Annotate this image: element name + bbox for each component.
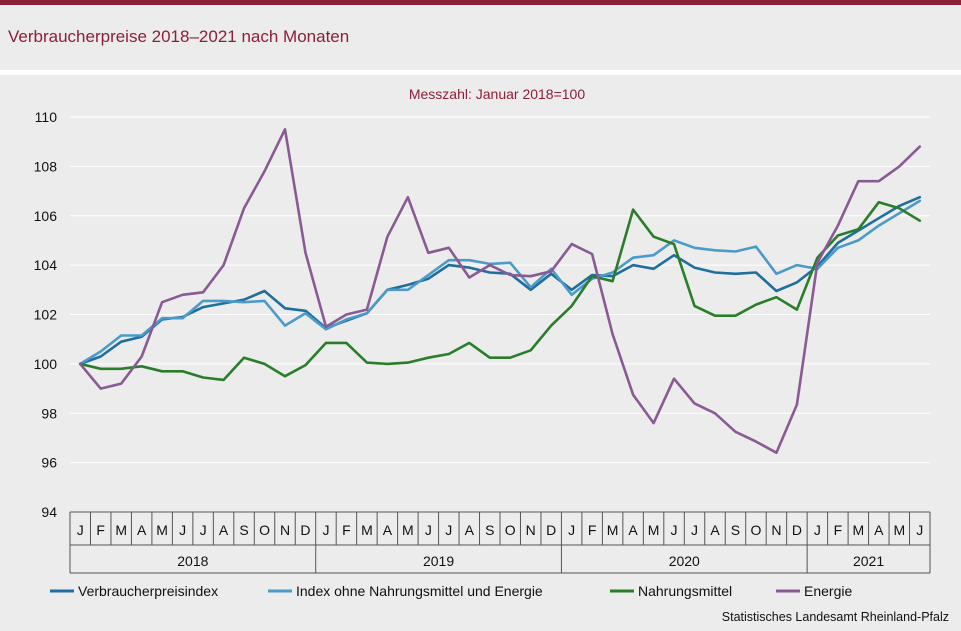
month-tick-label: A: [710, 522, 720, 538]
month-tick-label: J: [200, 522, 207, 538]
y-tick-label: 108: [34, 158, 58, 174]
page-title: Verbraucherpreise 2018–2021 nach Monaten: [8, 27, 350, 46]
month-tick-label: A: [628, 522, 638, 538]
month-tick-label: A: [137, 522, 147, 538]
month-tick-label: F: [342, 522, 351, 538]
month-tick-label: O: [259, 522, 270, 538]
y-tick-label: 94: [41, 504, 57, 520]
series-line-nahrungsmittel: [78, 200, 922, 382]
month-tick-label: S: [731, 522, 740, 538]
month-tick-label: N: [526, 522, 536, 538]
legend-label-verbraucherpreisindex: Verbraucherpreisindex: [78, 583, 218, 599]
top-accent-bar: [0, 0, 961, 5]
month-tick-label: J: [916, 522, 923, 538]
chart-subtitle: Messzahl: Januar 2018=100: [409, 86, 585, 102]
source-credit: Statistisches Landesamt Rheinland-Pfalz: [721, 610, 949, 624]
y-tick-label: 106: [34, 208, 58, 224]
month-tick-label: J: [179, 522, 186, 538]
year-tick-label: 2018: [177, 553, 208, 569]
y-tick-label: 102: [34, 307, 58, 323]
month-tick-label: D: [546, 522, 556, 538]
series-line-index-ohne-nahrungsmittel-und-energie: [78, 199, 922, 366]
y-tick-label: 98: [41, 405, 57, 421]
month-tick-label: N: [280, 522, 290, 538]
y-tick-label: 96: [41, 455, 57, 471]
month-tick-label: J: [322, 522, 329, 538]
month-tick-label: M: [648, 522, 660, 538]
month-tick-label: S: [239, 522, 248, 538]
month-tick-label: M: [402, 522, 414, 538]
y-tick-label: 100: [34, 356, 58, 372]
month-tick-label: M: [893, 522, 905, 538]
month-tick-label: D: [792, 522, 802, 538]
month-tick-label: M: [361, 522, 373, 538]
month-tick-label: J: [691, 522, 698, 538]
month-tick-label: A: [465, 522, 475, 538]
series-line-verbraucherpreisindex: [78, 195, 922, 366]
legend-label-index-ohne-nahrungsmittel-und-energie: Index ohne Nahrungsmittel und Energie: [296, 583, 543, 599]
year-tick-label: 2019: [423, 553, 454, 569]
title-divider: [0, 70, 961, 75]
month-tick-label: J: [814, 522, 821, 538]
legend-label-nahrungsmittel: Nahrungsmittel: [638, 583, 732, 599]
month-tick-label: F: [96, 522, 105, 538]
month-tick-label: F: [834, 522, 843, 538]
month-tick-label: J: [568, 522, 575, 538]
month-tick-label: O: [505, 522, 516, 538]
month-tick-label: F: [588, 522, 597, 538]
month-tick-label: J: [671, 522, 678, 538]
month-tick-label: J: [77, 522, 84, 538]
month-tick-label: J: [425, 522, 432, 538]
legend-label-energie: Energie: [804, 583, 852, 599]
month-tick-label: M: [607, 522, 619, 538]
y-tick-label: 104: [34, 257, 58, 273]
month-tick-label: D: [300, 522, 310, 538]
month-tick-label: N: [771, 522, 781, 538]
y-tick-label: 110: [35, 109, 58, 125]
month-tick-label: M: [156, 522, 168, 538]
month-tick-label: J: [445, 522, 452, 538]
month-tick-label: A: [219, 522, 229, 538]
month-tick-label: O: [751, 522, 762, 538]
month-tick-label: A: [383, 522, 393, 538]
month-tick-label: M: [852, 522, 864, 538]
month-tick-label: M: [115, 522, 127, 538]
year-tick-label: 2020: [669, 553, 700, 569]
series-line-energie: [78, 128, 922, 455]
year-tick-label: 2021: [853, 553, 884, 569]
month-tick-label: S: [485, 522, 494, 538]
month-tick-label: A: [874, 522, 884, 538]
